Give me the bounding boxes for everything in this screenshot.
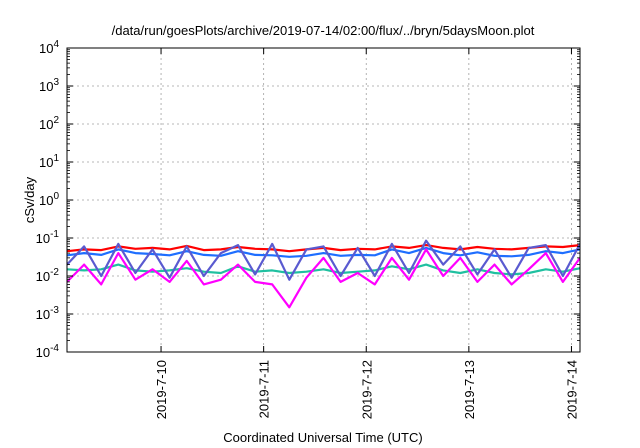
y-tick-label: 10-3 [36, 305, 60, 322]
y-axis-label: cSv/day [22, 176, 37, 223]
x-tick-label: 2019-7-12 [359, 360, 374, 419]
y-tick-label: 104 [39, 39, 59, 56]
series-line-4 [67, 239, 580, 281]
series-line-2 [67, 246, 580, 258]
y-tick-label: 10-1 [36, 229, 60, 246]
y-tick-label: 100 [39, 191, 59, 208]
y-axis: 10-4 10-3 10-2 10-1 100 101 102 103 104 [36, 39, 580, 360]
y-tick-label: 10-4 [36, 343, 60, 360]
x-axis-label: Coordinated Universal Time (UTC) [223, 430, 422, 445]
y-tick-label: 103 [39, 77, 59, 94]
series-line-5 [67, 248, 580, 309]
series-line-3 [67, 263, 580, 276]
chart-title: /data/run/goesPlots/archive/2019-07-14/0… [112, 23, 535, 38]
x-tick-label: 2019-7-10 [154, 360, 169, 419]
y-tick-label: 101 [39, 153, 59, 170]
x-axis: 2019-7-10 2019-7-11 2019-7-12 2019-7-13 2019… [154, 48, 579, 419]
x-tick-label: 2019-7-14 [564, 360, 579, 419]
x-tick-label: 2019-7-13 [462, 360, 477, 419]
x-tick-label: 2019-7-11 [257, 360, 272, 418]
y-tick-label: 102 [39, 115, 59, 132]
grid-lines [67, 48, 580, 352]
series-lines [67, 239, 580, 309]
y-tick-label: 10-2 [36, 267, 60, 284]
